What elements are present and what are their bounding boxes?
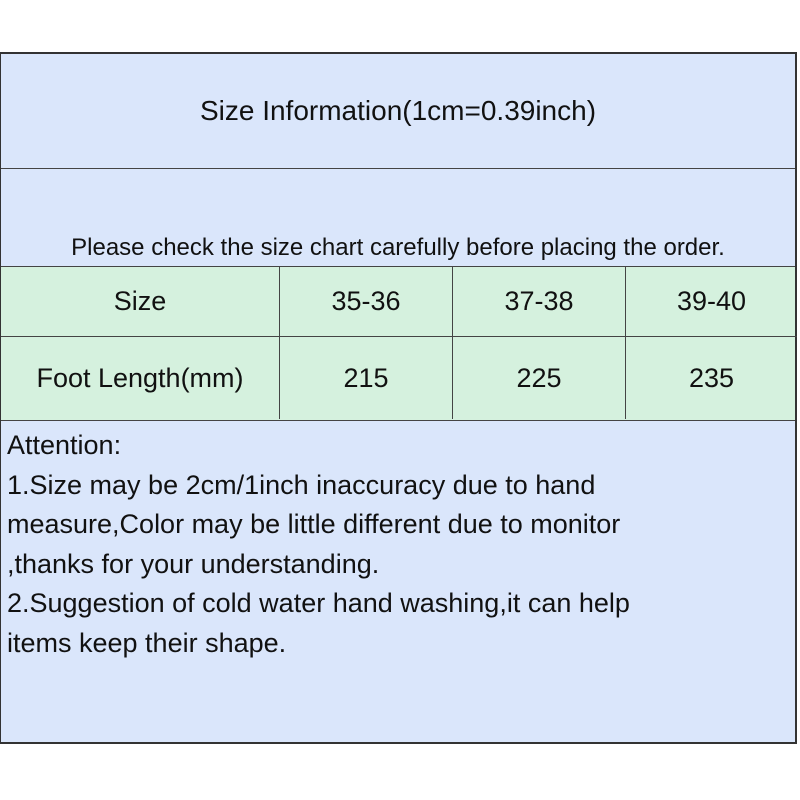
attention-line: 2.Suggestion of cold water hand washing,… <box>7 588 630 618</box>
table-cell: 225 <box>453 337 626 419</box>
attention-line: measure,Color may be little different du… <box>7 509 621 539</box>
size-info-panel: Size Information(1cm=0.39inch) Please ch… <box>0 52 797 744</box>
attention-line: 1.Size may be 2cm/1inch inaccuracy due t… <box>7 469 596 500</box>
size-table: Size 35-36 37-38 39-40 Foot Length(mm) 2… <box>1 266 797 421</box>
attention-line: items keep their shape. <box>7 627 287 658</box>
table-header-size: Size <box>1 267 280 337</box>
table-header-foot-length: Foot Length(mm) <box>1 337 280 419</box>
table-cell: 235 <box>688 362 735 393</box>
attention-line: ,thanks for your understanding. <box>7 548 380 579</box>
table-cell: 39-40 <box>626 267 797 337</box>
table-cell: 35-36 <box>280 267 453 337</box>
attention-section: Attention: 1.Size may be 2cm/1inch inacc… <box>7 426 787 663</box>
size-note: Please check the size chart carefully be… <box>71 234 725 261</box>
page-title: Size Information(1cm=0.39inch) <box>1 54 795 169</box>
table-cell: 215 <box>280 337 453 419</box>
attention-heading: Attention: <box>7 430 122 460</box>
table-cell: 37-38 <box>453 267 626 337</box>
